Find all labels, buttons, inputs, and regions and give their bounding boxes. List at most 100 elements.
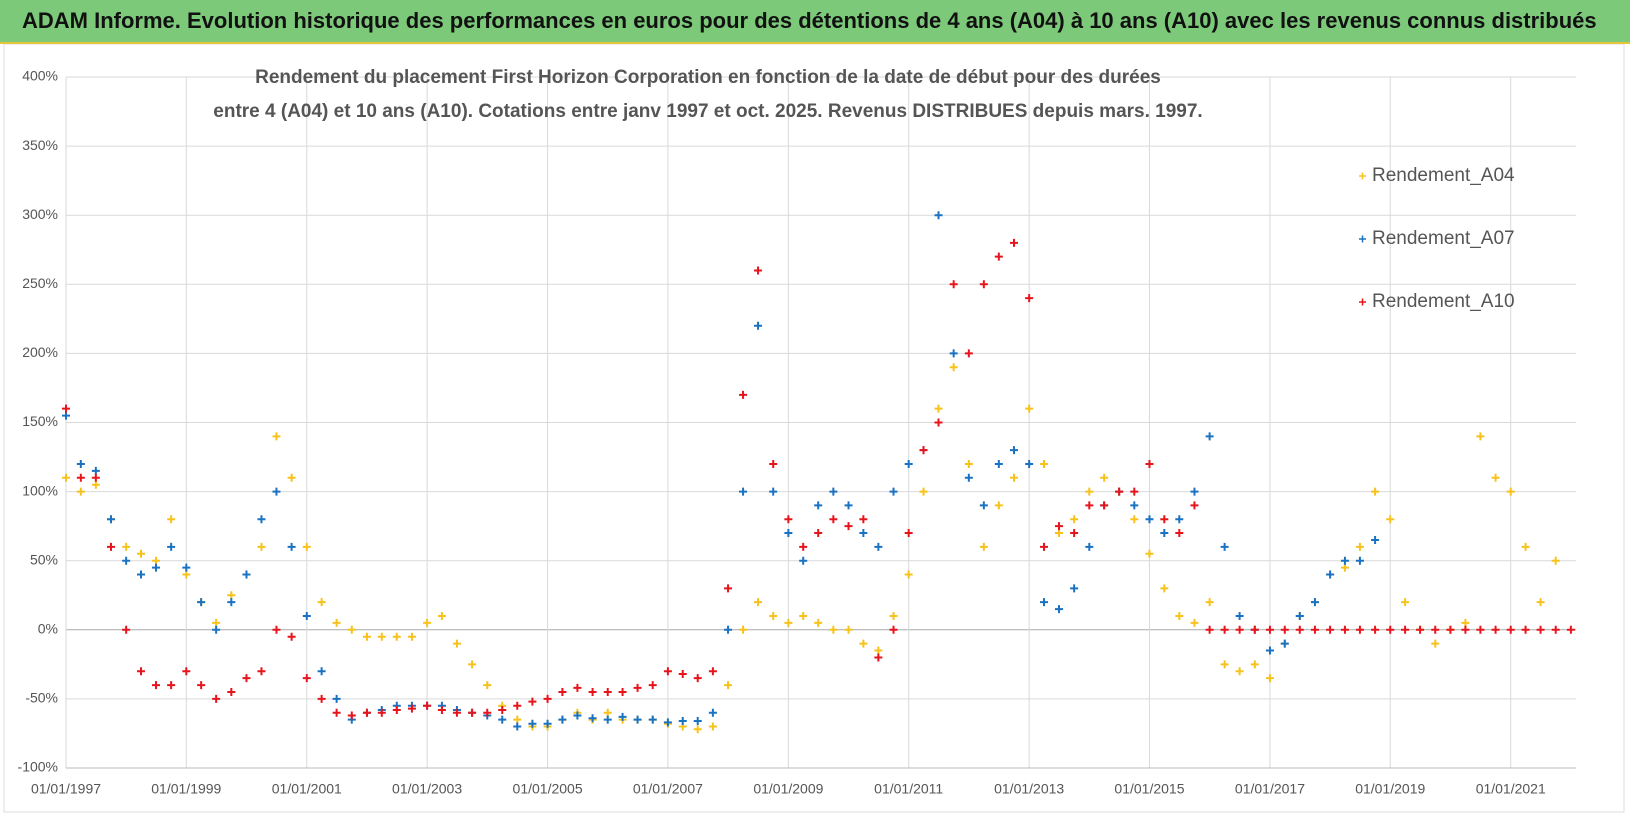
data-point xyxy=(1461,618,1470,627)
data-point xyxy=(1205,432,1214,441)
data-point xyxy=(227,687,236,696)
data-point xyxy=(1009,446,1018,455)
y-tick-label: 400% xyxy=(22,68,58,84)
data-point xyxy=(468,708,477,717)
data-point xyxy=(904,459,913,468)
data-point xyxy=(498,705,507,714)
data-point xyxy=(1145,459,1154,468)
x-tick-label: 01/01/2021 xyxy=(1476,781,1546,797)
data-point xyxy=(919,487,928,496)
data-point xyxy=(844,625,853,634)
data-point xyxy=(1175,611,1184,620)
data-point xyxy=(799,556,808,565)
data-point xyxy=(122,625,131,634)
data-point xyxy=(483,708,492,717)
data-point xyxy=(167,542,176,551)
x-tick-label: 01/01/2003 xyxy=(392,781,462,797)
data-point xyxy=(62,411,70,420)
data-point xyxy=(287,632,296,641)
data-point xyxy=(618,712,627,721)
data-point xyxy=(543,694,552,703)
data-point xyxy=(994,501,1003,510)
chart-title: Rendement du placement First Horizon Cor… xyxy=(255,67,1161,88)
data-point xyxy=(1130,515,1139,524)
data-point xyxy=(1265,625,1274,634)
data-point xyxy=(934,404,943,413)
data-point xyxy=(919,446,928,455)
data-point xyxy=(949,280,958,289)
data-point xyxy=(1401,625,1410,634)
data-point xyxy=(362,708,371,717)
data-point xyxy=(513,701,522,710)
data-point xyxy=(799,542,808,551)
data-point xyxy=(76,473,85,482)
data-point xyxy=(151,556,160,565)
data-point xyxy=(317,667,326,676)
data-point xyxy=(242,674,251,683)
data-point xyxy=(678,717,687,726)
data-point xyxy=(302,542,311,551)
y-tick-label: 300% xyxy=(22,206,58,222)
data-point xyxy=(1175,529,1184,538)
data-point xyxy=(1446,625,1455,634)
data-point xyxy=(151,563,160,572)
data-point xyxy=(708,708,717,717)
x-tick-label: 01/01/2005 xyxy=(513,781,583,797)
data-point xyxy=(874,653,883,662)
data-point xyxy=(994,459,1003,468)
data-point xyxy=(1070,515,1079,524)
data-point xyxy=(739,390,748,399)
chart-title: entre 4 (A04) et 10 ans (A10). Cotations… xyxy=(213,101,1202,122)
data-point xyxy=(1070,584,1079,593)
data-point xyxy=(91,473,100,482)
data-point xyxy=(1130,501,1139,510)
data-point xyxy=(1085,501,1094,510)
data-point xyxy=(1491,473,1500,482)
data-point xyxy=(1039,459,1048,468)
data-point xyxy=(633,715,642,724)
data-point xyxy=(151,681,160,690)
data-point xyxy=(423,618,432,627)
x-tick-label: 01/01/2013 xyxy=(994,781,1064,797)
data-point xyxy=(1025,404,1034,413)
data-point xyxy=(242,570,251,579)
data-point xyxy=(874,646,883,655)
y-tick-label: -50% xyxy=(25,690,58,706)
data-point xyxy=(904,570,913,579)
data-point xyxy=(1551,556,1560,565)
data-point xyxy=(1326,570,1335,579)
data-point xyxy=(1355,556,1364,565)
legend-label: Rendement_A04 xyxy=(1372,165,1515,186)
legend-marker xyxy=(1359,298,1366,306)
data-point xyxy=(1521,625,1530,634)
data-point xyxy=(76,459,85,468)
data-point xyxy=(1431,625,1440,634)
data-point xyxy=(1295,625,1304,634)
data-point xyxy=(197,598,206,607)
y-tick-label: 50% xyxy=(30,551,58,567)
data-point xyxy=(1039,598,1048,607)
data-point xyxy=(62,473,70,482)
data-point xyxy=(212,694,221,703)
data-point xyxy=(392,632,401,641)
data-point xyxy=(934,418,943,427)
data-point xyxy=(739,487,748,496)
data-point xyxy=(1130,487,1139,496)
x-tick-label: 01/01/2009 xyxy=(753,781,823,797)
data-point xyxy=(543,719,552,728)
data-point xyxy=(603,687,612,696)
data-point xyxy=(859,529,868,538)
data-point xyxy=(1220,660,1229,669)
data-point xyxy=(889,625,898,634)
data-point xyxy=(106,542,115,551)
data-point xyxy=(1506,487,1515,496)
y-tick-label: 200% xyxy=(22,344,58,360)
data-point xyxy=(904,529,913,538)
data-point xyxy=(1551,625,1560,634)
data-point xyxy=(1506,625,1515,634)
y-tick-label: 0% xyxy=(38,621,58,637)
data-point xyxy=(1235,611,1244,620)
data-point xyxy=(212,625,221,634)
data-point xyxy=(272,432,281,441)
data-point xyxy=(1371,487,1380,496)
